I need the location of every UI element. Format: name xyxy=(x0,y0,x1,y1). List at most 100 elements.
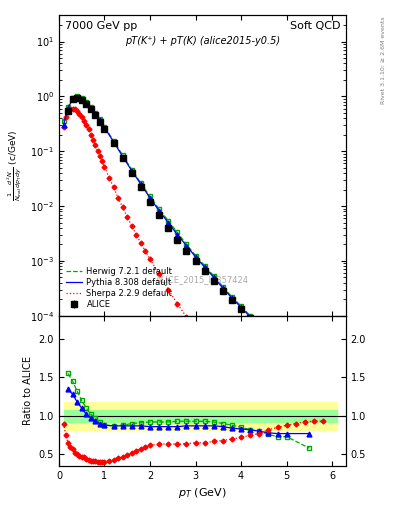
Herwig 7.2.1 default xyxy=(175,229,180,236)
Text: Soft QCD: Soft QCD xyxy=(290,22,340,31)
Sherpa 2.2.9 default xyxy=(111,184,116,190)
Pythia 8.308 default xyxy=(193,254,198,260)
Sherpa 2.2.9 default xyxy=(275,399,280,405)
Pythia 8.308 default xyxy=(139,181,143,187)
Pythia 8.308 default xyxy=(111,139,116,145)
Sherpa 2.2.9 default xyxy=(120,204,125,210)
Y-axis label: $\frac{1}{N_{\rm inal}}\frac{d^2N}{dp_{\rm T}dy}$ (c/GeV): $\frac{1}{N_{\rm inal}}\frac{d^2N}{dp_{\… xyxy=(6,130,24,201)
Text: Rivet 3.1.10; ≥ 2.6M events: Rivet 3.1.10; ≥ 2.6M events xyxy=(381,16,386,104)
Sherpa 2.2.9 default xyxy=(202,336,207,343)
Pythia 8.308 default xyxy=(120,154,125,160)
Herwig 7.2.1 default xyxy=(202,263,207,269)
Sherpa 2.2.9 default xyxy=(86,126,91,133)
Y-axis label: Ratio to ALICE: Ratio to ALICE xyxy=(23,356,33,425)
Herwig 7.2.1 default xyxy=(148,194,152,200)
Pythia 8.308 default xyxy=(184,243,189,249)
Herwig 7.2.1 default xyxy=(88,104,93,111)
Pythia 8.308 default xyxy=(75,95,79,101)
Pythia 8.308 default xyxy=(239,304,243,310)
Pythia 8.308 default xyxy=(284,350,289,356)
Sherpa 2.2.9 default xyxy=(79,114,84,120)
Herwig 7.2.1 default xyxy=(230,294,234,300)
Herwig 7.2.1 default xyxy=(257,321,262,327)
Pythia 8.308 default xyxy=(303,368,307,374)
Pythia 8.308 default xyxy=(148,195,152,201)
X-axis label: $p_T$ (GeV): $p_T$ (GeV) xyxy=(178,486,227,500)
Pythia 8.308 default xyxy=(202,264,207,270)
Sherpa 2.2.9 default xyxy=(321,426,325,432)
Sherpa 2.2.9 default xyxy=(139,240,143,246)
Pythia 8.308 default xyxy=(66,104,70,111)
Herwig 7.2.1 default xyxy=(184,241,189,247)
Sherpa 2.2.9 default xyxy=(284,404,289,411)
Pythia 8.308 default xyxy=(79,97,84,103)
Sherpa 2.2.9 default xyxy=(266,393,271,399)
Pythia 8.308 default xyxy=(129,168,134,174)
Sherpa 2.2.9 default xyxy=(70,105,75,112)
Pythia 8.308 default xyxy=(316,380,321,386)
Herwig 7.2.1 default xyxy=(303,365,307,371)
Text: pT(K⁺) + pT(K) (alice2015-y0.5): pT(K⁺) + pT(K) (alice2015-y0.5) xyxy=(125,36,280,47)
Pythia 8.308 default xyxy=(230,295,234,301)
Sherpa 2.2.9 default xyxy=(129,223,134,229)
Herwig 7.2.1 default xyxy=(275,339,280,345)
Sherpa 2.2.9 default xyxy=(88,132,93,138)
Sherpa 2.2.9 default xyxy=(75,108,79,114)
Herwig 7.2.1 default xyxy=(129,166,134,173)
Sherpa 2.2.9 default xyxy=(66,109,70,115)
Pythia 8.308 default xyxy=(93,111,98,117)
Sherpa 2.2.9 default xyxy=(294,411,298,417)
Sherpa 2.2.9 default xyxy=(95,148,100,154)
Sherpa 2.2.9 default xyxy=(116,195,121,201)
Herwig 7.2.1 default xyxy=(211,273,216,279)
Sherpa 2.2.9 default xyxy=(157,271,162,278)
Sherpa 2.2.9 default xyxy=(134,231,139,238)
Sherpa 2.2.9 default xyxy=(148,256,152,262)
Herwig 7.2.1 default xyxy=(266,330,271,336)
Herwig 7.2.1 default xyxy=(239,303,243,309)
Pythia 8.308 default xyxy=(266,332,271,338)
Sherpa 2.2.9 default xyxy=(125,214,130,220)
Pythia 8.308 default xyxy=(248,314,253,320)
Herwig 7.2.1 default xyxy=(193,252,198,259)
Pythia 8.308 default xyxy=(97,117,102,123)
Sherpa 2.2.9 default xyxy=(143,248,148,254)
Sherpa 2.2.9 default xyxy=(61,123,66,130)
Text: ALICE_2015_I1357424: ALICE_2015_I1357424 xyxy=(156,275,249,284)
Herwig 7.2.1 default xyxy=(97,116,102,122)
Pythia 8.308 default xyxy=(166,220,171,226)
Pythia 8.308 default xyxy=(157,208,162,214)
Herwig 7.2.1 default xyxy=(294,356,298,362)
Sherpa 2.2.9 default xyxy=(211,346,216,352)
Pythia 8.308 default xyxy=(220,285,225,291)
Herwig 7.2.1 default xyxy=(139,180,143,186)
Herwig 7.2.1 default xyxy=(111,138,116,144)
Line: Herwig 7.2.1 default: Herwig 7.2.1 default xyxy=(64,96,328,392)
Herwig 7.2.1 default xyxy=(102,123,107,130)
Pythia 8.308 default xyxy=(257,323,262,329)
Herwig 7.2.1 default xyxy=(248,313,253,319)
Sherpa 2.2.9 default xyxy=(248,379,253,385)
Herwig 7.2.1 default xyxy=(120,152,125,158)
Line: Pythia 8.308 default: Pythia 8.308 default xyxy=(64,98,328,394)
Text: 7000 GeV pp: 7000 GeV pp xyxy=(65,22,137,31)
Line: Sherpa 2.2.9 default: Sherpa 2.2.9 default xyxy=(64,109,323,429)
Herwig 7.2.1 default xyxy=(79,95,84,101)
Pythia 8.308 default xyxy=(325,391,330,397)
Herwig 7.2.1 default xyxy=(325,389,330,395)
Pythia 8.308 default xyxy=(175,231,180,238)
Sherpa 2.2.9 default xyxy=(77,111,82,117)
Herwig 7.2.1 default xyxy=(75,93,79,99)
Legend: Herwig 7.2.1 default, Pythia 8.308 default, Sherpa 2.2.9 default, ALICE: Herwig 7.2.1 default, Pythia 8.308 defau… xyxy=(63,264,175,312)
Herwig 7.2.1 default xyxy=(84,99,89,105)
Sherpa 2.2.9 default xyxy=(257,386,262,392)
Sherpa 2.2.9 default xyxy=(239,371,243,377)
Sherpa 2.2.9 default xyxy=(230,363,234,369)
Pythia 8.308 default xyxy=(211,274,216,281)
Pythia 8.308 default xyxy=(102,124,107,131)
Sherpa 2.2.9 default xyxy=(73,106,77,113)
Pythia 8.308 default xyxy=(88,105,93,111)
Pythia 8.308 default xyxy=(84,100,89,106)
Sherpa 2.2.9 default xyxy=(166,287,171,293)
Sherpa 2.2.9 default xyxy=(193,326,198,332)
